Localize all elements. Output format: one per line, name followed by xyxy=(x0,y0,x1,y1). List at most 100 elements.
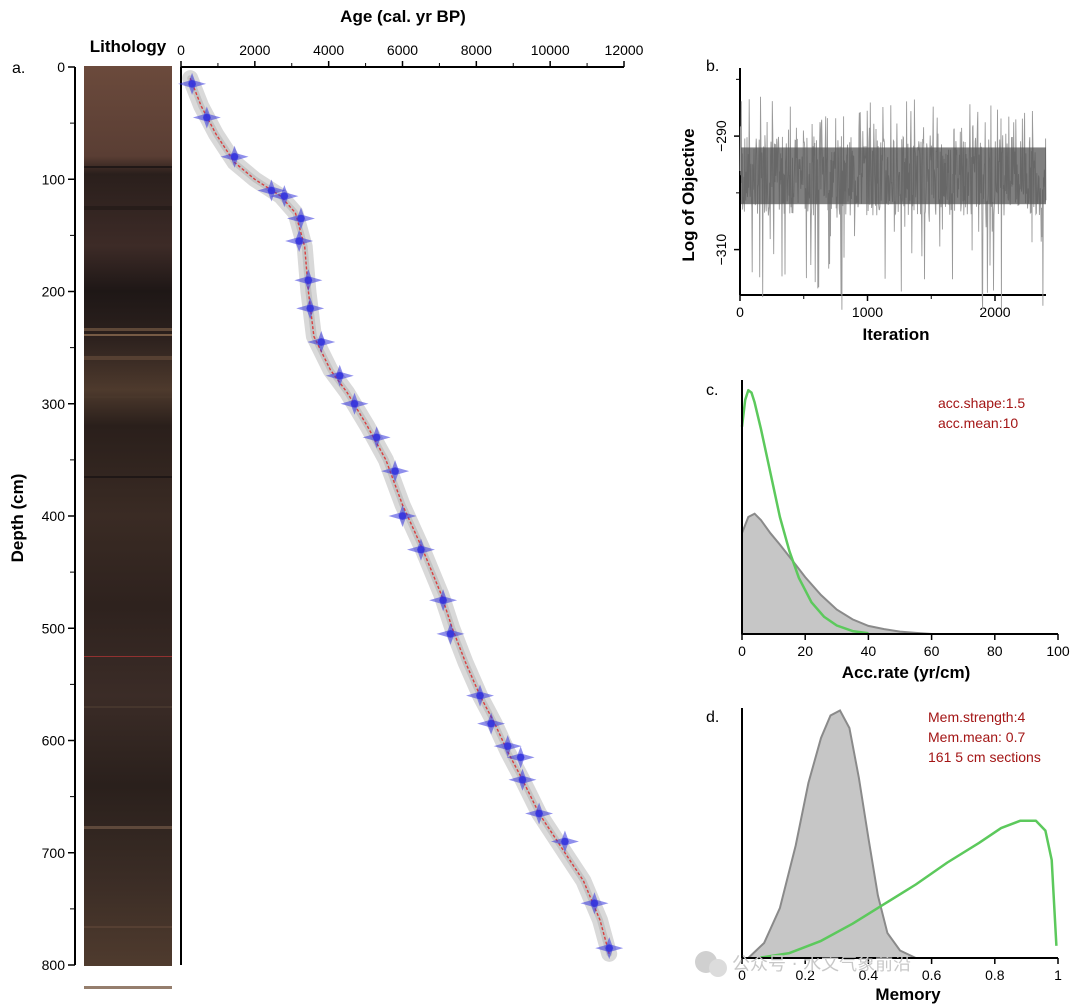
panel-a-y-tick-label: 200 xyxy=(42,284,66,300)
acc-mean-annotation: acc.mean:10 xyxy=(938,415,1018,431)
panel-d-plot: 0 0.2 0.4 0.6 0.8 1 xyxy=(738,708,1062,983)
date-point xyxy=(203,114,211,122)
panel-a-axes: 0 2000 4000 6000 8000 10000 12000 0 100 200 300 400… xyxy=(42,42,644,973)
panel-a-ylabel: Depth (cm) xyxy=(8,474,27,563)
panel-a-x-tick-label: 12000 xyxy=(605,42,644,58)
date-point xyxy=(504,742,512,750)
date-point xyxy=(297,215,305,223)
date-point xyxy=(439,596,447,604)
panel-b-ylabel: Log of Objective xyxy=(679,128,698,261)
density-x-tick-label: 0 xyxy=(738,967,746,983)
panel-b-x-tick-label: 0 xyxy=(736,304,744,320)
density-x-tick-label: 0.6 xyxy=(922,967,942,983)
date-point xyxy=(605,944,613,952)
lithology-band xyxy=(84,396,172,398)
panel-a-letter: a. xyxy=(12,60,25,77)
trace-dense-band xyxy=(741,147,1046,205)
panel-a-y-tick-label: 100 xyxy=(42,171,66,187)
lithology-band xyxy=(84,706,172,708)
date-point xyxy=(306,304,314,312)
posterior-density xyxy=(745,709,917,959)
panel-a-y-tick-label: 700 xyxy=(42,845,66,861)
mem-strength-annotation: Mem.strength:4 xyxy=(928,709,1025,725)
date-point xyxy=(517,753,525,761)
panel-a-x-tick-label: 8000 xyxy=(461,42,492,58)
posterior-density xyxy=(741,512,932,635)
radiocarbon-dates xyxy=(178,72,624,960)
panel-b-x-tick-label: 1000 xyxy=(852,304,883,320)
panel-b-y-tick-label: −310 xyxy=(713,234,729,266)
wechat-icon-bubble xyxy=(709,959,727,977)
lithology-column xyxy=(84,66,172,966)
panel-c-letter: c. xyxy=(706,382,718,399)
panel-d-letter: d. xyxy=(706,709,719,726)
date-point xyxy=(231,153,239,161)
panel-a-y-tick-label: 400 xyxy=(42,508,66,524)
lithology-band xyxy=(84,206,172,210)
lithology-band xyxy=(84,476,172,478)
density-x-tick-label: 0.8 xyxy=(985,967,1005,983)
prior-density xyxy=(757,819,1058,960)
date-point xyxy=(417,546,425,554)
density-x-tick-label: 80 xyxy=(987,643,1003,659)
date-point xyxy=(304,276,312,284)
lithology-band xyxy=(84,926,172,928)
date-point xyxy=(535,809,543,817)
panel-b-xlabel: Iteration xyxy=(862,325,929,344)
panel-b-y-tick-label: −290 xyxy=(713,120,729,152)
panel-a-x-tick-label: 10000 xyxy=(531,42,570,58)
watermark-text: 公众号 · 水文气象前沿 xyxy=(732,954,911,975)
panel-b-x-tick-label: 2000 xyxy=(979,304,1010,320)
date-point xyxy=(518,776,526,784)
lithology-label: Lithology xyxy=(90,37,167,56)
date-point xyxy=(487,720,495,728)
panel-a-y-tick-label: 0 xyxy=(57,59,65,75)
lithology-band xyxy=(84,356,172,360)
lithology-band xyxy=(84,656,172,657)
panel-a-y-tick-label: 500 xyxy=(42,620,66,636)
date-point xyxy=(476,692,484,700)
panel-a-x-tick-label: 0 xyxy=(177,42,185,58)
date-point xyxy=(267,186,275,194)
acc-shape-annotation: acc.shape:1.5 xyxy=(938,395,1025,411)
panel-c-plot: 0 20 40 60 80 100 xyxy=(738,380,1070,659)
panel-b-letter: b. xyxy=(706,58,719,75)
watermark: 公众号 · 水文气象前沿 xyxy=(695,951,911,977)
lithology-band xyxy=(84,826,172,829)
lithology-band xyxy=(84,986,172,989)
panel-b-plot: −290 −310 0 1000 2000 xyxy=(713,68,1047,320)
density-x-tick-label: 100 xyxy=(1046,643,1070,659)
panel-c-xlabel: Acc.rate (yr/cm) xyxy=(842,663,971,682)
date-point xyxy=(590,899,598,907)
date-point xyxy=(351,400,359,408)
prior-density xyxy=(740,388,869,635)
density-x-tick-label: 0 xyxy=(738,643,746,659)
density-x-tick-label: 60 xyxy=(924,643,940,659)
panel-a-x-tick-label: 4000 xyxy=(313,42,344,58)
lithology-band xyxy=(84,328,172,331)
date-point xyxy=(391,467,399,475)
panel-a-y-tick-label: 300 xyxy=(42,396,66,412)
date-point xyxy=(295,237,303,245)
panel-a-x-tick-label: 2000 xyxy=(239,42,270,58)
date-point xyxy=(561,838,569,846)
panel-a-y-tick-label: 800 xyxy=(42,957,66,973)
date-point xyxy=(188,80,196,88)
panel-a-xlabel: Age (cal. yr BP) xyxy=(340,7,466,26)
sections-annotation: 161 5 cm sections xyxy=(928,749,1041,765)
date-point xyxy=(280,192,288,200)
lithology-bands xyxy=(84,166,172,989)
panel-d-xlabel: Memory xyxy=(875,985,941,1004)
date-point xyxy=(336,372,344,380)
date-point xyxy=(446,630,454,638)
panel-a-y-tick-label: 600 xyxy=(42,733,66,749)
date-point xyxy=(317,338,325,346)
density-x-tick-label: 1 xyxy=(1054,967,1062,983)
density-x-tick-label: 40 xyxy=(861,643,877,659)
mem-mean-annotation: Mem.mean: 0.7 xyxy=(928,729,1025,745)
lithology-band xyxy=(84,334,172,336)
density-x-tick-label: 0.2 xyxy=(795,967,815,983)
panel-a-x-tick-label: 6000 xyxy=(387,42,418,58)
date-point xyxy=(373,433,381,441)
